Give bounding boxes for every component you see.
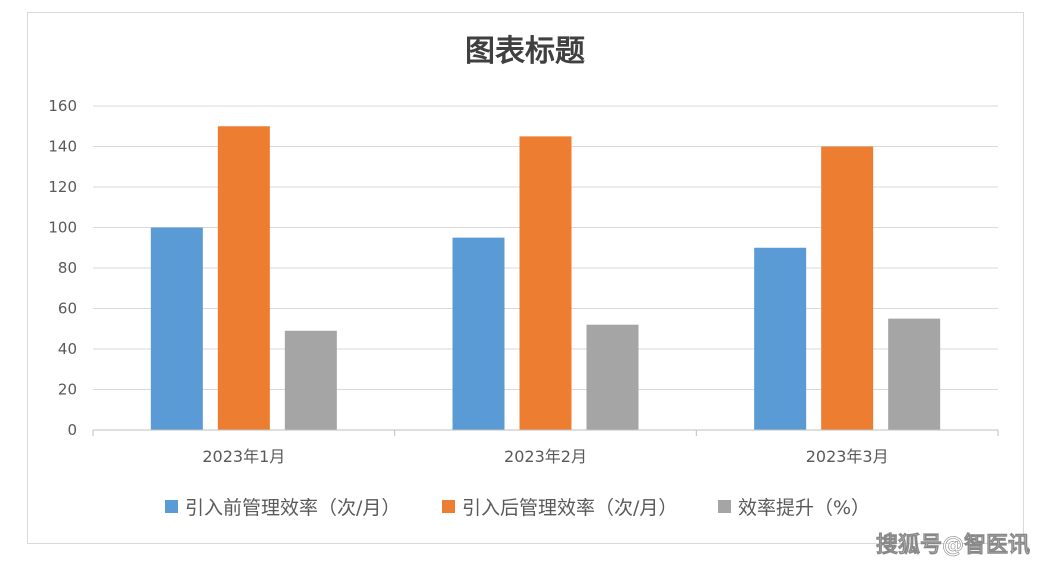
legend-swatch-1 <box>165 500 178 513</box>
bar-1-2 <box>452 237 505 430</box>
bar-3-2 <box>586 324 639 430</box>
bar-1-3 <box>754 247 807 430</box>
x-tick-label: 2023年3月 <box>806 447 889 466</box>
chart-title: 图表标题 <box>465 34 585 69</box>
y-tick-label: 20 <box>58 381 77 399</box>
bar-1-1 <box>150 227 203 430</box>
legend: 引入前管理效率（次/月） 引入后管理效率（次/月） 效率提升（%） <box>165 497 870 519</box>
bar-3-1 <box>284 330 337 430</box>
y-tick-label: 140 <box>48 138 77 156</box>
legend-label-1: 引入前管理效率（次/月） <box>185 497 400 519</box>
watermark-text: 搜狐号@智医讯 <box>876 532 1030 558</box>
y-tick-label: 100 <box>48 219 77 237</box>
y-tick-label: 0 <box>67 421 77 439</box>
bar-2-2 <box>519 136 572 430</box>
axes: 0 20 40 60 80 100 120 140 160 2023年1月 2023年2月 2023年… <box>48 97 999 466</box>
bar-2-3 <box>821 146 874 430</box>
bars <box>150 126 941 430</box>
y-tick-label: 160 <box>48 97 77 115</box>
legend-label-3: 效率提升（%） <box>738 497 870 519</box>
y-tick-label: 120 <box>48 178 77 196</box>
y-tick-label: 40 <box>58 340 77 358</box>
legend-swatch-2 <box>442 500 455 513</box>
x-tick-label: 2023年1月 <box>202 447 285 466</box>
x-tick-label: 2023年2月 <box>504 447 587 466</box>
legend-label-2: 引入后管理效率（次/月） <box>462 497 677 519</box>
y-tick-label: 80 <box>58 259 77 277</box>
bar-3-3 <box>888 318 941 430</box>
legend-swatch-3 <box>718 500 731 513</box>
y-tick-label: 60 <box>58 300 77 318</box>
watermark: 搜狐号@智医讯 <box>876 532 1031 559</box>
bar-2-1 <box>217 126 270 430</box>
